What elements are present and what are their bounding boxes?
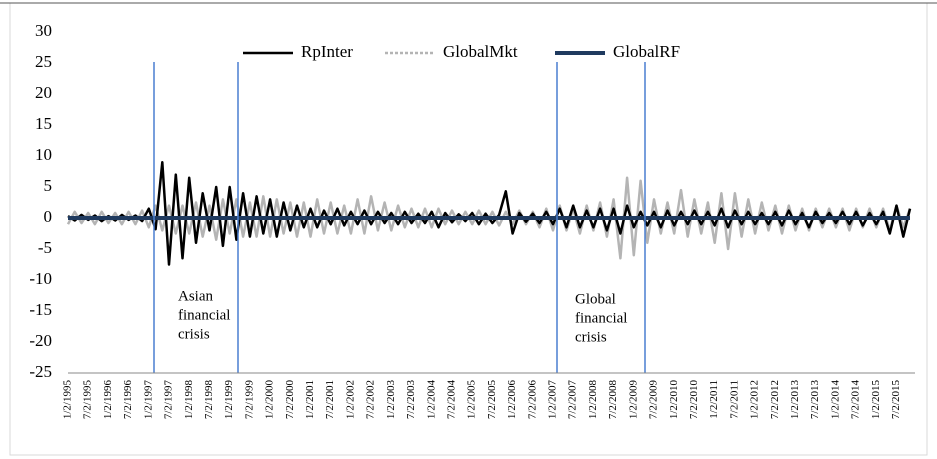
x-tick-label: 7/2/1996 <box>122 380 134 420</box>
foreground: -25 -20 -15 -10 -5 0 5 10 15 20 25 30 1/2/1995 7/2/19… <box>29 21 915 419</box>
annotation: Global <box>575 291 616 307</box>
y-tick-label: 0 <box>44 207 53 226</box>
x-tick-label: 1/2/1996 <box>102 380 114 420</box>
legend-label: RpInter <box>301 42 353 61</box>
x-tick-label: 7/2/2009 <box>648 380 660 420</box>
annotation: crisis <box>178 326 210 342</box>
x-tick-label: 1/2/1997 <box>142 380 154 420</box>
x-tick-label: 1/2/2013 <box>789 380 801 420</box>
y-tick-label: 10 <box>35 145 52 164</box>
x-tick-label: 1/2/2005 <box>466 380 478 420</box>
series-layer <box>66 160 912 266</box>
x-tick-label: 7/2/1999 <box>243 380 255 420</box>
y-tick-label: 30 <box>35 21 52 40</box>
y-tick-label: -10 <box>29 269 52 288</box>
x-tick-label: 1/2/2008 <box>587 380 599 420</box>
x-tick-label: 1/2/2000 <box>264 380 276 420</box>
x-tick-label: 1/2/2006 <box>506 380 518 420</box>
x-tick-label: 1/2/1995 <box>62 380 74 420</box>
x-tick-label: 1/2/2002 <box>344 380 356 419</box>
y-tick-label: 20 <box>35 83 52 102</box>
x-tick-label: 7/2/1997 <box>163 380 175 420</box>
x-tick-label: 1/2/2014 <box>829 380 841 420</box>
y-tick-label: 5 <box>44 176 53 195</box>
y-tick-label: 15 <box>35 114 52 133</box>
x-tick-label: 7/2/2014 <box>850 380 862 420</box>
x-tick-label: 7/2/2008 <box>607 380 619 420</box>
annotation: financial <box>575 310 627 326</box>
x-tick-label: 7/2/2012 <box>769 380 781 419</box>
x-tick-label: 1/2/2001 <box>304 380 316 419</box>
x-tick-label: 7/2/2002 <box>365 380 377 419</box>
y-tick-label: 25 <box>35 52 52 71</box>
x-tick-label: 7/2/2015 <box>890 380 902 420</box>
x-tick-label: 1/2/2015 <box>870 380 882 420</box>
y-tick-label: -20 <box>29 331 52 350</box>
x-tick-label: 1/2/2011 <box>708 380 720 419</box>
x-tick-label: 7/2/2004 <box>445 380 457 420</box>
x-tick-label: 7/2/1998 <box>203 380 215 420</box>
x-tick-label: 7/2/2001 <box>324 380 336 419</box>
annotation: Asian <box>178 288 213 304</box>
x-tick-label: 1/2/2007 <box>547 380 559 420</box>
legend-label: GlobalMkt <box>443 42 518 61</box>
annotation: crisis <box>575 329 607 345</box>
x-tick-label: 1/2/2009 <box>627 380 639 420</box>
x-tick-label: 7/2/2005 <box>486 380 498 420</box>
legend-label: GlobalRF <box>613 42 680 61</box>
x-tick-label: 7/2/1995 <box>82 380 94 420</box>
x-tick-label: 1/2/1998 <box>183 380 195 420</box>
y-tick-label: -15 <box>29 300 52 319</box>
x-tick-label: 7/2/2010 <box>688 380 700 420</box>
x-tick-label: 7/2/2003 <box>405 380 417 420</box>
x-tick-label: 1/2/2003 <box>385 380 397 420</box>
crisis-lines <box>153 62 646 373</box>
x-tick-label: 7/2/2013 <box>809 380 821 420</box>
x-tick-label: 1/2/2004 <box>425 380 437 420</box>
y-tick-label: -25 <box>29 362 52 381</box>
annotation: financial <box>178 307 230 323</box>
x-tick-label: 7/2/2006 <box>526 380 538 420</box>
y-tick-label: -5 <box>38 238 52 257</box>
x-tick-label: 1/2/2010 <box>668 380 680 420</box>
x-tick-label: 7/2/2011 <box>728 380 740 419</box>
x-tick-label: 1/2/2012 <box>749 380 761 419</box>
x-tick-label: 1/2/1999 <box>223 380 235 420</box>
x-tick-label: 7/2/2007 <box>567 380 579 420</box>
x-tick-label: 7/2/2000 <box>284 380 296 420</box>
